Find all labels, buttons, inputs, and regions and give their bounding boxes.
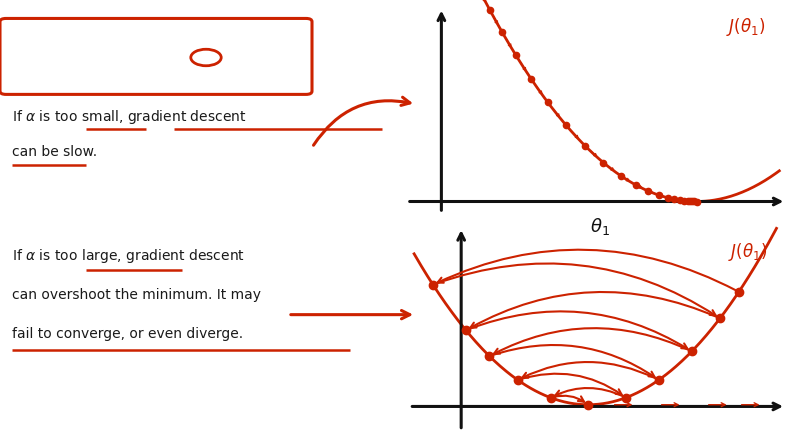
Text: If $\alpha$ is too small, gradient descent: If $\alpha$ is too small, gradient desce… — [12, 108, 246, 126]
FancyBboxPatch shape — [0, 18, 312, 94]
Text: $J(\theta_1)$: $J(\theta_1)$ — [728, 241, 767, 263]
Text: If $\alpha$ is too large, gradient descent: If $\alpha$ is too large, gradient desce… — [12, 247, 245, 265]
Text: can overshoot the minimum. It may: can overshoot the minimum. It may — [12, 288, 261, 302]
Text: can be slow.: can be slow. — [12, 145, 97, 159]
Text: fail to converge, or even diverge.: fail to converge, or even diverge. — [12, 327, 243, 341]
Text: $J(\theta_1)$: $J(\theta_1)$ — [726, 16, 766, 37]
Text: $\theta_1$: $\theta_1$ — [590, 216, 610, 237]
